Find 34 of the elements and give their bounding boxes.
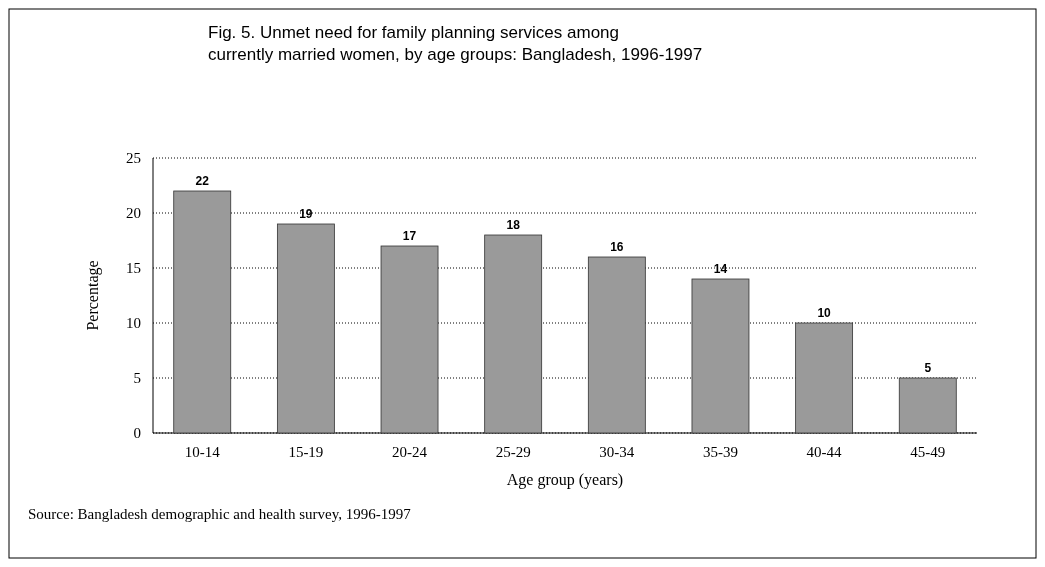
x-tick-label: 45-49	[910, 444, 946, 460]
data-label: 18	[506, 218, 521, 232]
x-tick-label: 15-19	[288, 444, 324, 460]
y-tick-label: 0	[133, 425, 141, 441]
bar	[484, 234, 543, 434]
chart-title: Fig. 5. Unmet need for family planning services among currently married women, by age groups: Bangladesh, 1996-1997	[208, 23, 703, 64]
data-label: 16	[610, 240, 624, 254]
y-tick-label: 10	[126, 315, 141, 331]
x-tick-label: 35-39	[702, 444, 738, 460]
y-axis-title: Percentage	[84, 260, 102, 331]
bar	[276, 223, 335, 434]
bar	[380, 245, 439, 434]
bar	[691, 278, 750, 434]
x-axis-title: Age group (years)	[506, 471, 624, 489]
bar	[173, 190, 232, 434]
x-tick-label: 40-44	[806, 444, 843, 460]
x-tick-label: 30-34	[599, 444, 635, 460]
y-tick-label: 5	[133, 370, 141, 386]
source-note: Source: Bangladesh demographic and health survey, 1996-1997	[28, 506, 412, 522]
x-tick-label: 10-14	[184, 444, 221, 460]
y-tick-label: 20	[126, 205, 141, 221]
y-tick-label: 15	[126, 260, 141, 276]
data-label: 5	[924, 361, 932, 375]
bar	[898, 377, 957, 434]
x-tick-label: 20-24	[392, 444, 428, 460]
y-tick-label: 25	[126, 150, 141, 166]
data-label: 17	[402, 229, 417, 243]
bar	[795, 322, 854, 434]
x-tick-label: 25-29	[495, 444, 531, 460]
data-label: 14	[713, 262, 728, 276]
data-label: 22	[195, 174, 210, 188]
data-label: 19	[299, 207, 313, 221]
bar	[587, 256, 646, 434]
data-label: 10	[817, 306, 832, 320]
